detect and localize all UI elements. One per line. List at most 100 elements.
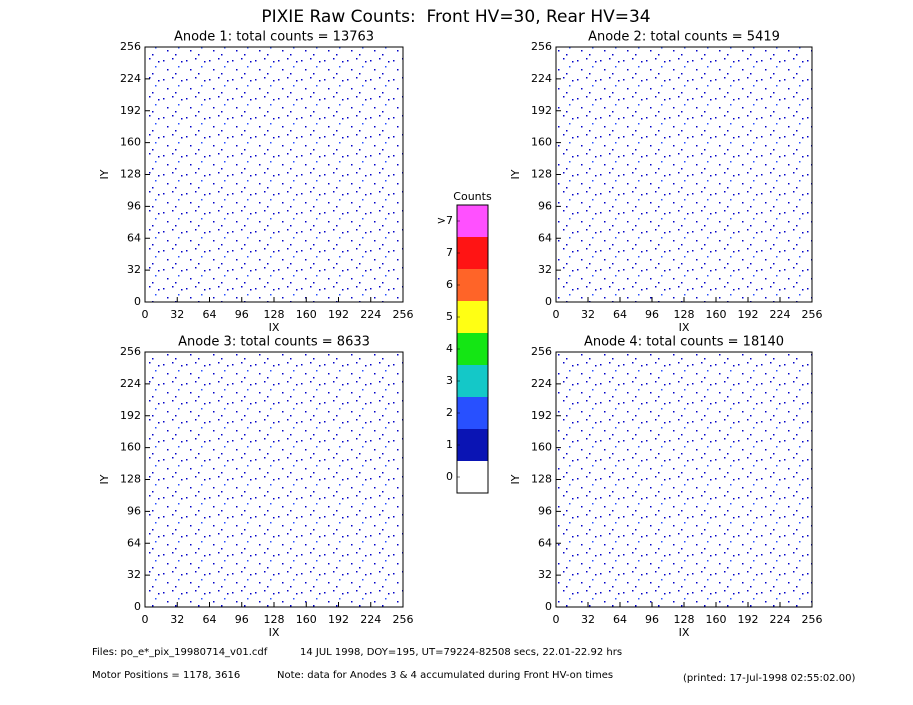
x-tick-label: 224 [770,613,791,626]
x-tick-label: 160 [296,613,317,626]
y-tick-label: 96 [538,504,552,517]
y-tick-label: 96 [127,504,141,517]
colorbar-label: 7 [446,246,453,259]
x-axis-label: IX [679,321,690,334]
y-tick-label: 224 [531,377,552,390]
x-tick-label: 256 [393,308,414,321]
y-axis-label: IY [98,169,111,179]
y-tick-label: 160 [120,441,141,454]
x-tick-label: 0 [553,308,560,321]
x-tick-label: 64 [203,613,217,626]
y-tick-label: 64 [127,231,141,244]
x-tick-label: 160 [706,308,727,321]
x-tick-label: 128 [264,613,285,626]
x-tick-label: 0 [553,613,560,626]
x-tick-label: 160 [706,613,727,626]
colorbar-segment [457,461,488,493]
x-tick-label: 128 [264,308,285,321]
x-axis-label: IX [269,626,280,639]
colorbar-segment [457,237,488,269]
x-axis-label: IX [269,321,280,334]
y-tick-label: 256 [531,345,552,358]
colorbar-segment [457,365,488,397]
y-tick-label: 0 [545,295,552,308]
y-tick-label: 192 [120,104,141,117]
y-tick-label: 128 [120,168,141,181]
y-tick-label: 64 [127,536,141,549]
y-axis-label: IY [509,474,522,484]
x-tick-label: 32 [170,308,184,321]
y-axis-label: IY [98,474,111,484]
y-tick-label: 256 [120,40,141,53]
y-tick-label: 192 [531,409,552,422]
plot-texture [556,352,812,607]
x-tick-label: 96 [645,308,659,321]
x-tick-label: 192 [328,308,349,321]
x-tick-label: 96 [645,613,659,626]
y-tick-label: 64 [538,231,552,244]
y-tick-label: 160 [531,136,552,149]
y-tick-label: 224 [531,72,552,85]
colorbar-label: 0 [446,470,453,483]
footer-note: Note: data for Anodes 3 & 4 accumulated … [277,670,613,681]
y-tick-label: 0 [545,600,552,613]
colorbar-label: 3 [446,374,453,387]
plot-texture [556,47,812,302]
y-tick-label: 224 [120,377,141,390]
y-tick-label: 160 [531,441,552,454]
x-tick-label: 224 [360,308,381,321]
x-tick-label: 256 [802,308,823,321]
y-tick-label: 32 [127,263,141,276]
plot-texture [145,352,403,607]
y-tick-label: 256 [120,345,141,358]
colorbar-segment [457,301,488,333]
footer-files: Files: po_e*_pix_19980714_v01.cdf [92,647,268,658]
colorbar-label: >7 [437,214,453,227]
footer-motor: Motor Positions = 1178, 3616 [92,670,240,681]
x-tick-label: 224 [360,613,381,626]
panel-title: Anode 3: total counts = 8633 [178,335,370,350]
colorbar-segment [457,429,488,461]
x-tick-label: 0 [142,308,149,321]
colorbar-label: 2 [446,406,453,419]
x-tick-label: 32 [581,613,595,626]
colorbar-label: 1 [446,438,453,451]
x-tick-label: 192 [328,613,349,626]
y-tick-label: 32 [127,568,141,581]
x-tick-label: 192 [738,308,759,321]
y-tick-label: 96 [538,199,552,212]
x-tick-label: 160 [296,308,317,321]
y-tick-label: 192 [531,104,552,117]
colorbar-segment [457,397,488,429]
x-tick-label: 192 [738,613,759,626]
x-tick-label: 32 [581,308,595,321]
y-tick-label: 32 [538,568,552,581]
colorbar-segment [457,205,488,237]
y-tick-label: 128 [531,168,552,181]
page-title: PIXIE Raw Counts: Front HV=30, Rear HV=3… [261,7,650,27]
x-tick-label: 96 [235,613,249,626]
x-tick-label: 64 [613,308,627,321]
y-tick-label: 192 [120,409,141,422]
y-tick-label: 128 [531,473,552,486]
x-tick-label: 96 [235,308,249,321]
y-tick-label: 160 [120,136,141,149]
x-tick-label: 0 [142,613,149,626]
colorbar-segment [457,333,488,365]
y-tick-label: 32 [538,263,552,276]
y-tick-label: 128 [120,473,141,486]
x-tick-label: 224 [770,308,791,321]
panel-title: Anode 2: total counts = 5419 [588,30,780,45]
colorbar-segment [457,269,488,301]
colorbar-title: Counts [453,190,492,203]
footer-date: 14 JUL 1998, DOY=195, UT=79224-82508 sec… [300,647,622,658]
y-tick-label: 96 [127,199,141,212]
y-tick-label: 224 [120,72,141,85]
footer-printed: (printed: 17-Jul-1998 02:55:02.00) [683,673,855,684]
colorbar-label: 6 [446,278,453,291]
y-axis-label: IY [509,169,522,179]
colorbar-label: 4 [446,342,453,355]
plot-texture [145,47,403,302]
y-tick-label: 64 [538,536,552,549]
